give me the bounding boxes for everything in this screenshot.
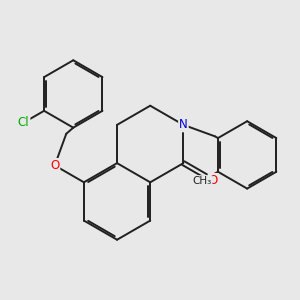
Text: O: O [208, 174, 218, 187]
Text: CH₃: CH₃ [192, 176, 212, 186]
Text: O: O [50, 159, 59, 172]
Text: Cl: Cl [18, 116, 29, 129]
Text: N: N [179, 118, 188, 131]
